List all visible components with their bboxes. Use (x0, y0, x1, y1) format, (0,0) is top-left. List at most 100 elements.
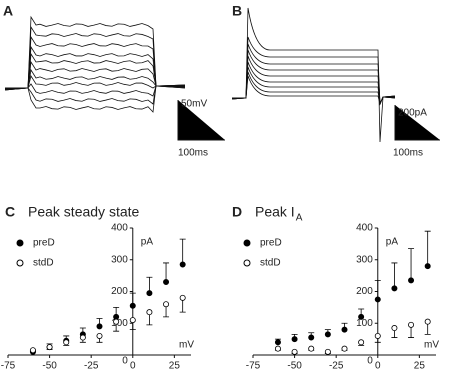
data-point (179, 294, 186, 301)
panel-label: A (3, 3, 13, 19)
chart-title-subscript: A (296, 213, 303, 224)
data-point (374, 332, 381, 339)
legend-marker (16, 259, 24, 267)
scale-label: 100ms (393, 148, 423, 159)
trace (4, 35, 186, 91)
trace (4, 85, 186, 113)
data-point (146, 309, 153, 316)
trace (5, 68, 186, 89)
legend-marker (243, 259, 251, 267)
data-point (274, 345, 281, 352)
trace (5, 45, 186, 89)
error-bar (408, 248, 415, 281)
data-point (424, 263, 431, 270)
y-tick-label: 0 (367, 356, 373, 367)
data-point (308, 334, 315, 341)
error-bar (391, 262, 398, 289)
voltage-traces (4, 15, 186, 113)
data-point (46, 344, 53, 351)
y-tick-label: 300 (356, 254, 373, 265)
legend-label: stdD (260, 258, 281, 269)
trace (232, 75, 396, 106)
y-tick-label: 300 (111, 254, 128, 265)
data-point (358, 313, 365, 320)
y-tick-label: 0 (122, 356, 128, 367)
data-point (308, 345, 315, 352)
data-point (391, 285, 398, 292)
scale-bar (177, 100, 225, 141)
chart-title: Peak I (255, 204, 295, 220)
y-tick-label: 400 (356, 223, 373, 234)
x-tick-label: 0 (375, 361, 381, 371)
data-point (324, 331, 331, 338)
data-point (408, 321, 415, 328)
y-unit: pA (386, 237, 399, 248)
data-point (146, 290, 153, 297)
chart-title: Peak steady state (28, 204, 140, 220)
data-point (129, 302, 136, 309)
trace (4, 60, 185, 91)
trace (5, 85, 185, 105)
scale-label: 50mV (181, 99, 207, 110)
data-point (179, 261, 186, 268)
panel-label: D (232, 204, 242, 220)
data-point (324, 348, 331, 355)
data-point (358, 339, 365, 346)
x-tick-label: -50 (287, 361, 302, 371)
data-point (291, 336, 298, 343)
y-tick-label: 100 (356, 318, 373, 329)
panel-label: B (232, 3, 242, 19)
data-point (291, 348, 298, 355)
x-tick-label: -75 (246, 361, 261, 371)
y-tick-label: 200 (111, 286, 128, 297)
trace (232, 55, 395, 105)
data-point (391, 325, 398, 332)
trace (4, 74, 186, 90)
trace (232, 7, 396, 143)
trace (4, 83, 186, 97)
data-point (341, 345, 348, 352)
data-point (408, 277, 415, 284)
data-point (96, 323, 103, 330)
legend-marker (243, 239, 251, 247)
error-bar (163, 262, 170, 282)
x-unit: mV (179, 340, 194, 351)
y-tick-label: 400 (111, 223, 128, 234)
error-bar (179, 238, 186, 265)
trace (232, 43, 396, 105)
data-point (374, 296, 381, 303)
y-unit: pA (141, 237, 154, 248)
data-point (341, 326, 348, 333)
legend-label: stdD (33, 258, 54, 269)
data-point (424, 318, 431, 325)
x-tick-label: 25 (414, 361, 426, 371)
scale-label: 200pA (398, 108, 427, 119)
trace (232, 66, 396, 106)
trace (4, 52, 186, 90)
scale-bar (394, 105, 440, 141)
data-point (29, 347, 36, 354)
error-bar (424, 230, 431, 267)
error-bar (374, 279, 381, 300)
y-tick-label: 100 (111, 318, 128, 329)
legend-marker (16, 239, 24, 247)
data-point (129, 317, 136, 324)
trace (4, 25, 185, 90)
trace (5, 15, 186, 89)
data-point (79, 334, 86, 341)
panel-label: C (5, 204, 15, 220)
trace (231, 61, 396, 105)
x-tick-label: -25 (329, 361, 344, 371)
scale-label: 100ms (178, 148, 208, 159)
y-tick-label: 200 (356, 286, 373, 297)
current-traces (231, 7, 396, 143)
legend-label: preD (33, 238, 55, 249)
x-tick-label: -25 (84, 361, 99, 371)
data-point (163, 301, 170, 308)
data-point (96, 332, 103, 339)
x-tick-label: -50 (42, 361, 57, 371)
x-tick-label: 25 (169, 361, 181, 371)
data-point (274, 339, 281, 346)
legend-label: preD (260, 238, 282, 249)
